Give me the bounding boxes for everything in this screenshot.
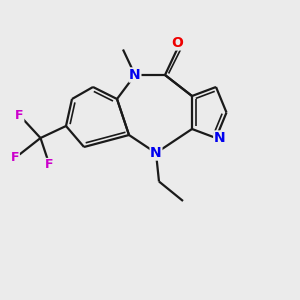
Text: F: F — [45, 158, 54, 172]
Text: F: F — [11, 151, 19, 164]
Text: N: N — [214, 131, 225, 145]
Text: O: O — [171, 36, 183, 50]
Text: F: F — [15, 109, 24, 122]
Text: N: N — [150, 146, 162, 160]
Text: N: N — [129, 68, 141, 82]
